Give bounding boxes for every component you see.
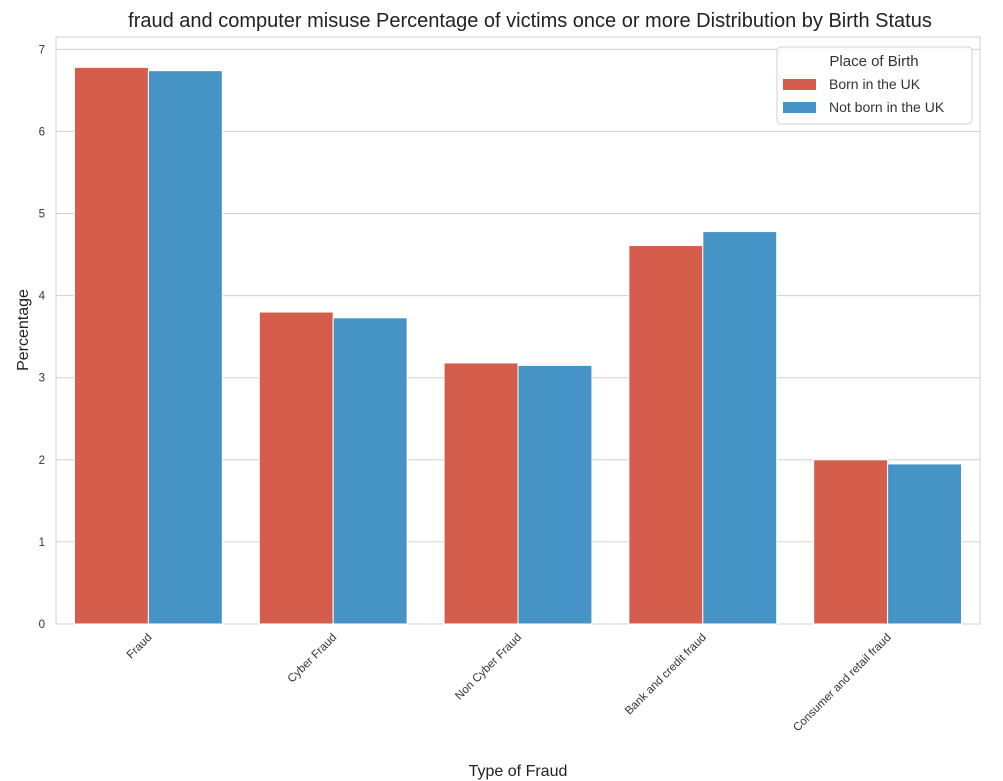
x-tick-label: Non Cyber Fraud [453,632,524,703]
y-tick-label: 6 [39,126,45,138]
y-tick-label: 3 [39,373,45,385]
x-tick-label: Bank and credit fraud [623,632,709,718]
bar-not-born-in-the-uk [517,364,593,625]
y-tick-label: 4 [39,291,46,303]
legend-box [776,46,973,125]
y-tick-label: 5 [39,209,45,221]
legend-label-born-in-uk: Born in the UK [829,76,921,92]
bar-not-born-in-the-uk [147,70,223,625]
y-tick-label: 1 [39,537,45,549]
x-tick-label: Consumer and retail fraud [791,632,894,735]
bar-born-in-the-uk [443,362,519,625]
bar-not-born-in-the-uk [332,317,408,625]
legend-swatch-born-in-uk [783,79,816,90]
x-tick-label: Cyber Fraud [286,632,340,686]
y-tick-label: 0 [39,619,45,631]
chart-title: fraud and computer misuse Percentage of … [128,10,932,32]
x-tick-labels: Fraud Cyber Fraud Non Cyber Fraud Bank and … [125,632,894,735]
bar-not-born-in-the-uk [702,231,778,625]
bar-born-in-the-uk [73,66,149,625]
y-tick-label: 7 [39,44,45,56]
x-tick-label: Fraud [125,632,155,662]
bars [73,66,963,625]
plot-area: 0 1 2 3 4 5 6 7 Fraud Cyber Fraud Non Cyber Fraud… [39,36,981,735]
y-tick-labels: 0 1 2 3 4 5 6 7 [39,44,46,631]
bar-born-in-the-uk [628,245,704,625]
bar-not-born-in-the-uk [887,463,963,625]
legend-swatch-not-born-in-uk [783,102,816,113]
y-axis-label: Percentage [15,289,32,371]
x-axis-label: Type of Fraud [469,763,568,780]
bar-born-in-the-uk [813,459,889,625]
legend-title: Place of Birth [829,53,918,70]
legend-label-not-born-in-uk: Not born in the UK [829,99,945,115]
bar-born-in-the-uk [258,311,334,625]
legend: Place of Birth Born in the UK Not born i… [776,46,973,125]
y-tick-label: 2 [39,455,45,467]
